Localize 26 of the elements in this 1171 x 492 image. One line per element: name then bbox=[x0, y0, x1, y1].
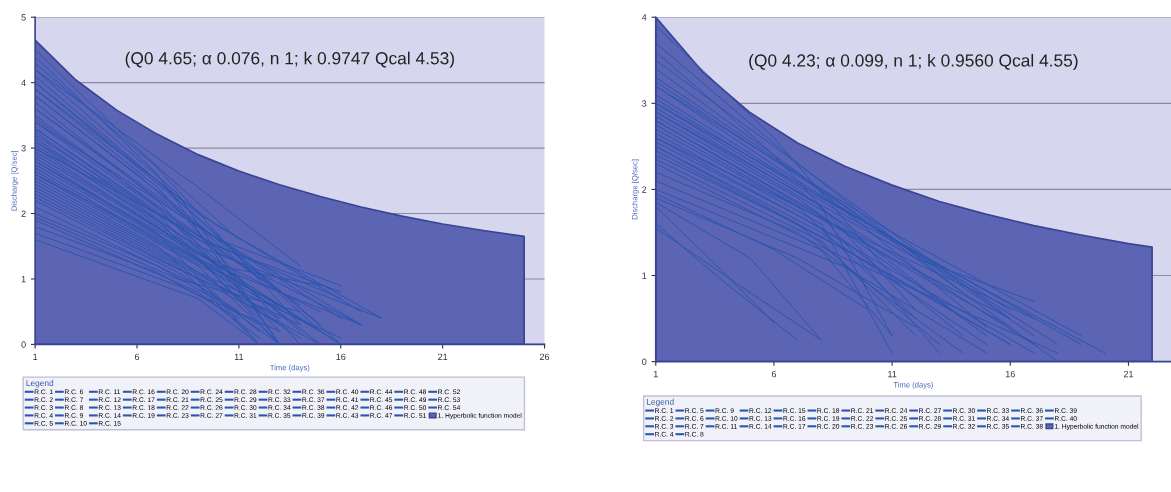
x-tick-label: 11 bbox=[234, 353, 244, 360]
x-tick-label: 6 bbox=[134, 353, 140, 361]
x-tick-label: 1 bbox=[33, 353, 38, 360]
y-tick-label: 4 bbox=[641, 14, 647, 21]
x-tick-label: 16 bbox=[336, 353, 346, 361]
annotation: (Q0 4.65; α 0.076, n 1; k 0.9747 Qcal 4.53) bbox=[125, 51, 454, 68]
y-tick-label: 5 bbox=[21, 14, 26, 21]
x-tick-label: 6 bbox=[771, 370, 777, 378]
y-tick-label: 0 bbox=[642, 358, 647, 365]
x-tick-label: 26 bbox=[539, 353, 550, 361]
y-tick-label: 2 bbox=[642, 186, 647, 193]
y-tick-label: 1 bbox=[642, 272, 647, 279]
x-tick-label: 21 bbox=[438, 353, 448, 360]
legend-title: Legend bbox=[26, 379, 54, 388]
x-tick-label: 16 bbox=[1005, 370, 1015, 378]
y-tick-label: 0 bbox=[21, 341, 26, 348]
y-tick-label: 2 bbox=[21, 210, 26, 217]
legend-title: Legend bbox=[646, 398, 674, 407]
x-tick-label: 11 bbox=[888, 370, 897, 378]
y-tick-label: 1 bbox=[21, 276, 26, 283]
y-tick-label: 3 bbox=[642, 100, 647, 107]
x-tick-label: 1 bbox=[653, 370, 658, 378]
annotation: (Q0 4.23; α 0.099, n 1; k 0.9560 Qcal 4.55) bbox=[749, 53, 1078, 71]
y-tick-label: 3 bbox=[21, 145, 26, 152]
x-tick-label: 21 bbox=[1123, 370, 1134, 378]
y-tick-label: 4 bbox=[21, 79, 26, 86]
